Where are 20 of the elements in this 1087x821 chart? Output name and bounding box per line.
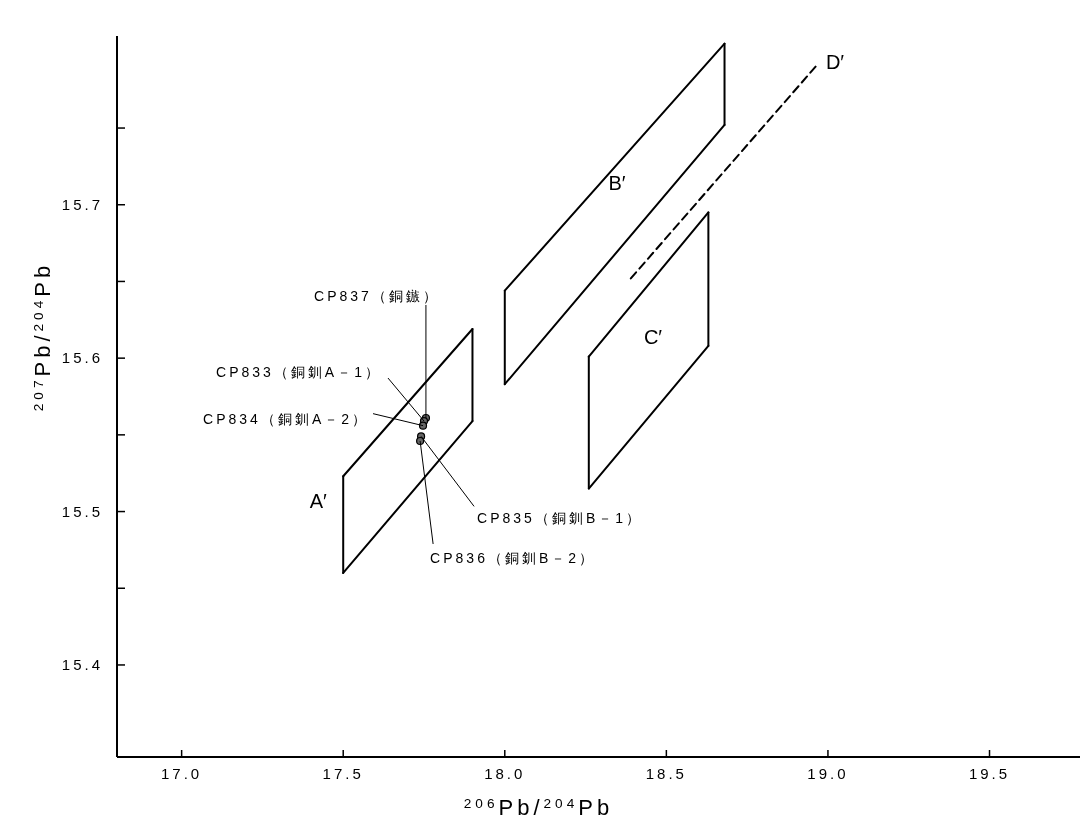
- annotation: A′: [309, 490, 327, 513]
- x-tick-label: 19.5: [968, 765, 1011, 782]
- annotation: CP833（銅釧A－1）: [216, 364, 382, 381]
- annotation: CP836（銅釧B－2）: [430, 549, 597, 566]
- x-tick-label: 18.0: [484, 765, 526, 782]
- y-tick-label: 15.4: [61, 655, 103, 673]
- y-tick-label: 15.5: [61, 502, 103, 520]
- x-axis-title: $^{206}$Pb/$^{204}$Pb: [463, 795, 614, 820]
- annotation: CP835（銅釧B－1）: [477, 510, 644, 527]
- x-tick-label: 19.0: [807, 765, 849, 782]
- annotation: CP834（銅釧A－2）: [203, 410, 370, 427]
- annotation: D′: [825, 51, 845, 73]
- x-tick-label: 17.5: [322, 765, 364, 782]
- annotation: C′: [643, 326, 663, 348]
- y-tick-label: 15.6: [61, 349, 103, 367]
- x-tick-label: 17.0: [161, 765, 203, 782]
- annotation: CP837（銅鏃）: [314, 287, 440, 304]
- x-tick-label: 18.5: [645, 765, 687, 782]
- y-tick-label: 15.7: [61, 195, 103, 213]
- annotation: B′: [608, 172, 626, 194]
